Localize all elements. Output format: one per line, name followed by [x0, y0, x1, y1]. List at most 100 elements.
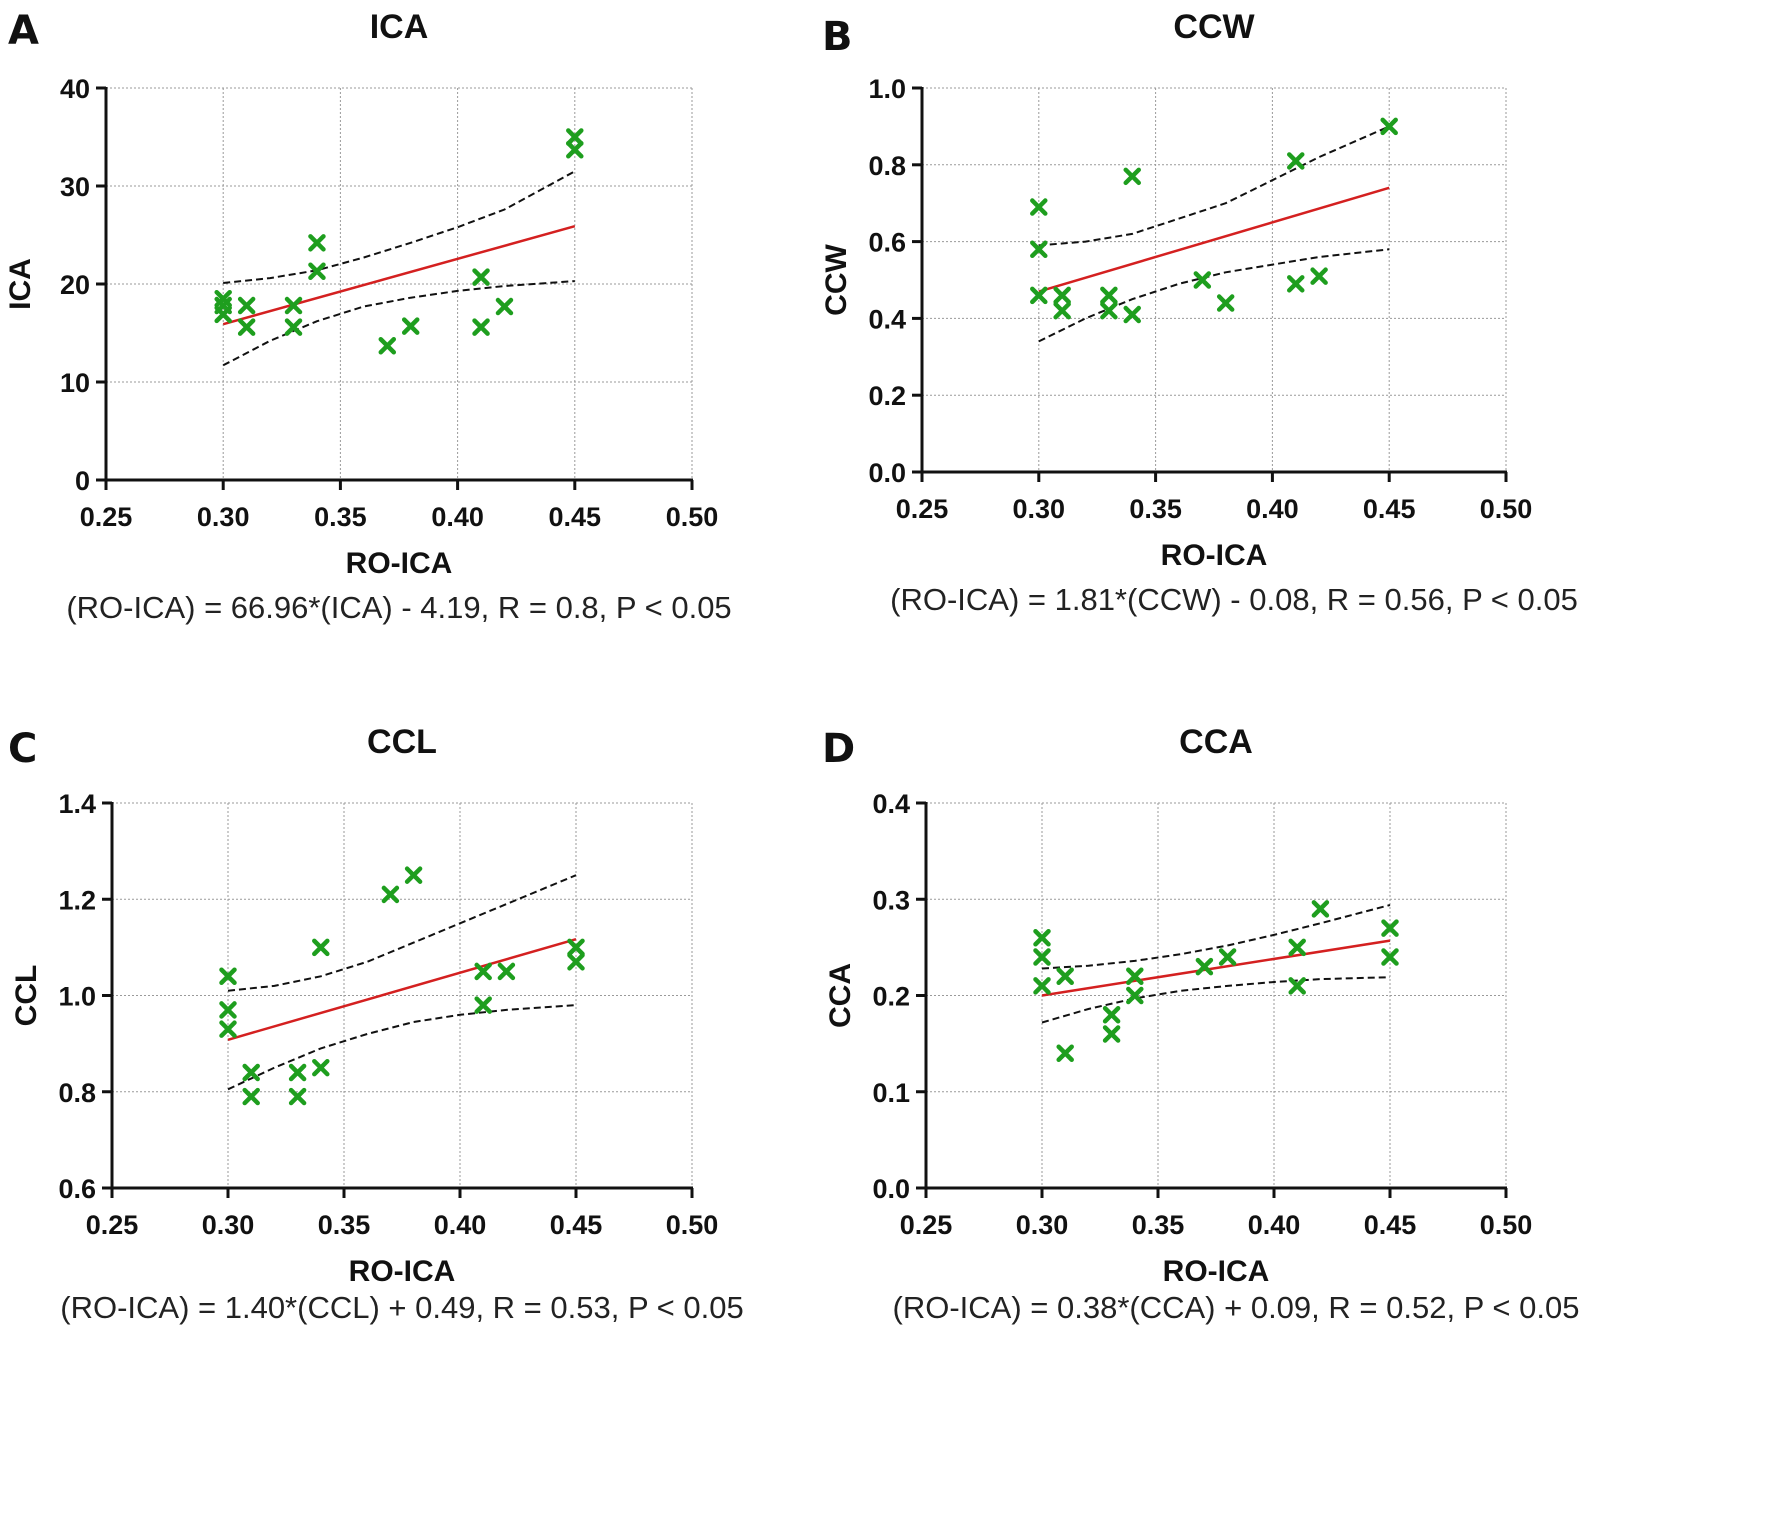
ci-upper-line	[223, 170, 576, 284]
data-point	[219, 1020, 237, 1038]
x-tick-label: 0.50	[1480, 1210, 1533, 1240]
chart-title: CCL	[367, 723, 437, 761]
y-tick-label: 0.4	[868, 304, 906, 334]
data-point	[472, 268, 490, 286]
data-point	[308, 262, 326, 281]
y-tick-label: 0.2	[868, 381, 906, 411]
x-tick-label: 0.50	[666, 1210, 719, 1240]
chart-title: CCA	[1179, 723, 1253, 761]
regression-line	[1038, 186, 1390, 293]
y-tick-label: 1.4	[58, 789, 96, 819]
panel-letter: D	[822, 726, 855, 772]
data-point	[1311, 900, 1330, 918]
y-tick-label: 0.8	[58, 1078, 96, 1108]
data-point	[567, 953, 585, 971]
y-tick-label: 1.0	[58, 982, 96, 1012]
x-tick-label: 0.35	[1129, 494, 1182, 524]
data-point	[1126, 967, 1144, 985]
x-tick-label: 0.30	[202, 1210, 255, 1240]
panel-a: 0.25 0.30 0.35 0.40 0.45 0.50 0 10 20 30 40 A ICA RO-…	[4, 8, 732, 625]
data-point	[1288, 977, 1306, 995]
y-tick-label: 0.4	[872, 789, 910, 819]
data-point	[378, 336, 397, 355]
x-tick-label: 0.40	[431, 502, 484, 532]
y-tick-label: 0.2	[872, 982, 910, 1012]
data-point	[1195, 957, 1214, 976]
data-point	[1102, 1025, 1121, 1043]
x-axis-label: RO-ICA	[346, 547, 453, 580]
y-axis-label: CCL	[10, 965, 43, 1027]
ci-lower-line	[1041, 976, 1391, 1024]
panel-d: 0.25 0.30 0.35 0.40 0.45 0.50 0.0 0.1 0.2 0.3 0.4 D…	[822, 723, 1579, 1325]
data-point	[1056, 967, 1074, 985]
data-point	[381, 885, 400, 904]
data-point	[1030, 198, 1048, 216]
data-point	[242, 1087, 260, 1106]
data-point	[1380, 117, 1398, 136]
y-tick-label: 0	[75, 466, 90, 496]
x-tick-label: 0.45	[550, 1210, 603, 1240]
data-point	[1310, 267, 1328, 285]
ci-lower-line	[227, 1004, 577, 1091]
x-axis-label: RO-ICA	[1161, 539, 1268, 572]
data-point	[288, 1087, 307, 1106]
x-tick-label: 0.50	[666, 502, 719, 532]
data-point	[1216, 294, 1235, 312]
data-point	[474, 962, 492, 981]
chart-title: ICA	[370, 8, 429, 46]
regression-line	[1041, 939, 1391, 997]
data-point	[1053, 286, 1071, 305]
data-point	[1123, 167, 1141, 186]
data-point	[1381, 919, 1399, 937]
regression-equation: (RO-ICA) = 66.96*(ICA) - 4.19, R = 0.8, …	[66, 590, 731, 625]
data-point	[472, 318, 490, 336]
data-point	[1193, 271, 1212, 289]
data-point	[1053, 301, 1071, 320]
data-point	[474, 996, 492, 1014]
y-tick-label: 0.8	[868, 151, 906, 181]
y-axis-label: ICA	[4, 258, 37, 310]
y-tick-label: 0.6	[58, 1174, 96, 1204]
y-tick-label: 30	[60, 172, 90, 202]
panel-b: 0.25 0.30 0.35 0.40 0.45 0.50 0.0 0.2 0.4 0.6 0.8 1…	[820, 8, 1578, 617]
y-tick-label: 1.2	[58, 885, 96, 915]
data-point	[1100, 301, 1118, 320]
y-tick-label: 0.1	[872, 1078, 910, 1108]
chart-title: CCW	[1173, 8, 1255, 46]
ci-lower-line	[222, 280, 575, 367]
data-point	[1287, 152, 1305, 170]
y-tick-label: 0.0	[868, 458, 906, 488]
x-tick-label: 0.25	[80, 502, 133, 532]
x-tick-label: 0.40	[434, 1210, 487, 1240]
data-point	[1030, 240, 1048, 259]
x-tick-label: 0.35	[314, 502, 367, 532]
y-tick-label: 1.0	[868, 74, 906, 104]
data-point	[214, 305, 232, 324]
y-tick-label: 0.0	[872, 1174, 910, 1204]
data-point	[312, 938, 330, 957]
x-tick-label: 0.45	[549, 502, 602, 532]
data-point	[1100, 286, 1118, 305]
x-axis-label: RO-ICA	[1163, 1255, 1270, 1288]
data-point	[219, 967, 237, 985]
data-point	[1033, 929, 1051, 947]
data-point	[237, 296, 256, 315]
x-tick-label: 0.25	[900, 1210, 953, 1240]
data-point	[1102, 1006, 1121, 1024]
y-tick-label: 40	[60, 74, 90, 104]
data-point	[566, 140, 584, 159]
x-tick-label: 0.45	[1363, 494, 1416, 524]
data-point	[1288, 938, 1306, 957]
x-tick-label: 0.40	[1246, 494, 1299, 524]
ci-upper-line	[227, 874, 577, 992]
data-point	[497, 962, 516, 981]
panel-letter: A	[8, 8, 39, 54]
data-point	[284, 318, 303, 336]
data-point	[1126, 986, 1144, 1005]
data-point	[288, 1063, 307, 1082]
data-point	[1033, 948, 1051, 966]
data-point	[284, 296, 303, 315]
data-point	[312, 1058, 330, 1077]
y-axis-label: CCW	[820, 243, 853, 315]
